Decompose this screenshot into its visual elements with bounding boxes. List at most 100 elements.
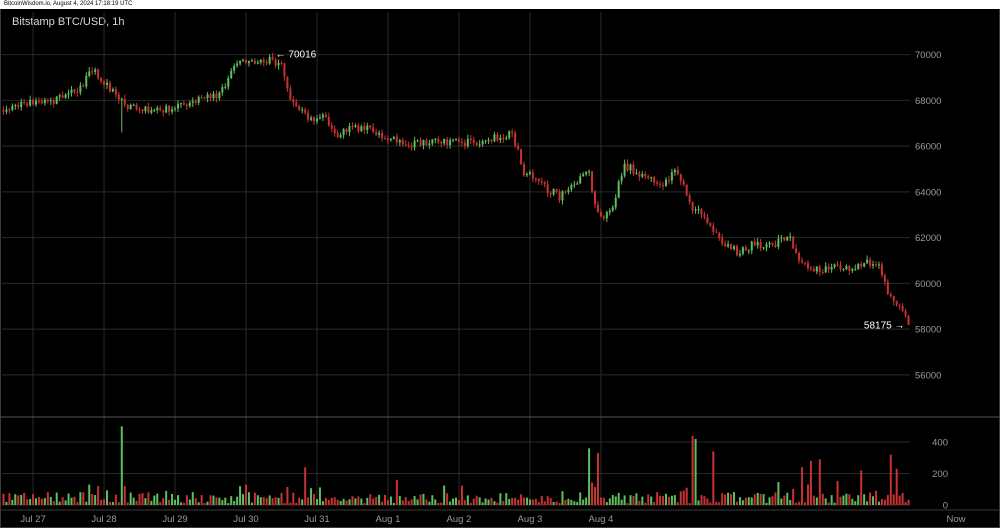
price-tick-label: 62000 [915, 233, 941, 244]
volume-bar [58, 501, 61, 505]
volume-bar [212, 495, 215, 505]
candle-body [520, 149, 523, 165]
candle-body [422, 140, 425, 146]
candle-body [307, 112, 310, 120]
candle-body [247, 61, 250, 64]
candle-body [114, 89, 117, 95]
volume-bar [632, 495, 635, 505]
candle-body [588, 171, 591, 173]
candle-body [162, 110, 165, 113]
volume-bar [721, 493, 724, 505]
volume-bar [567, 498, 570, 505]
volume-bar [679, 491, 682, 505]
volume-bar [505, 493, 508, 505]
volume-bar [555, 501, 558, 505]
volume-bar [821, 493, 824, 505]
candle-body [55, 96, 58, 104]
volume-bar [29, 498, 32, 505]
volume-bar [188, 499, 191, 505]
candle-body [591, 171, 594, 192]
candle-body [653, 177, 656, 183]
volume-bar [765, 502, 768, 505]
candle-body [741, 247, 744, 254]
candle-body [611, 207, 614, 211]
candle-body [446, 139, 449, 146]
candle-body [384, 138, 387, 140]
candle-body [733, 246, 736, 250]
candle-body [85, 75, 88, 87]
candle-body [64, 94, 67, 98]
candle-body [812, 268, 815, 272]
volume-bar [481, 502, 484, 505]
candle-body [457, 139, 460, 142]
volume-bar [561, 491, 564, 505]
volume-bar [91, 494, 94, 505]
candle-body [685, 184, 688, 196]
volume-bar [384, 494, 387, 505]
volume-bar [446, 493, 449, 505]
volume-bar [703, 496, 706, 505]
volume-bar [706, 498, 709, 505]
volume-bar [8, 493, 11, 505]
candle-body [514, 132, 517, 147]
candle-body [466, 138, 469, 146]
candle-body [354, 125, 357, 127]
candle-body [579, 176, 582, 184]
volume-bar [591, 482, 594, 505]
candle-body [94, 69, 97, 72]
volume-bar [23, 492, 26, 505]
volume-bar [777, 482, 780, 505]
candle-body [700, 209, 703, 215]
candle-body [455, 139, 457, 141]
price-tick-label: 66000 [915, 142, 941, 153]
volume-bar [608, 498, 611, 505]
time-tick-label: Aug 1 [376, 514, 401, 525]
volume-bar [386, 500, 389, 505]
candle-body [546, 184, 549, 193]
volume-bar [141, 493, 144, 505]
candle-body [585, 171, 588, 175]
volume-bar [333, 497, 336, 505]
price-tick-label: 56000 [915, 370, 941, 381]
candle-body [599, 211, 602, 217]
candle-body [431, 139, 434, 144]
candle-body [718, 232, 721, 238]
candle-body [103, 81, 106, 85]
volume-bar [401, 500, 404, 505]
volume-bar [564, 500, 567, 505]
volume-bar [389, 496, 392, 505]
candle-body [721, 237, 724, 244]
candle-body [174, 108, 177, 110]
candle-body [827, 266, 830, 270]
candle-body [26, 103, 29, 106]
volume-bar [860, 470, 863, 505]
volume-bar [789, 499, 792, 505]
candle-body [818, 266, 821, 272]
candle-body [11, 105, 14, 110]
volume-bar [286, 486, 289, 505]
candle-body [171, 109, 174, 112]
volume-bar [298, 497, 301, 505]
candle-body [493, 134, 496, 142]
candle-body [295, 102, 298, 107]
volume-bar [845, 493, 848, 505]
volume-bar [528, 499, 531, 505]
candle-body [774, 244, 777, 247]
volume-bar [64, 500, 67, 505]
volume-bar [274, 497, 277, 505]
candle-body [381, 133, 384, 139]
volume-bar [653, 502, 656, 505]
candle-body [895, 301, 898, 306]
candle-body [40, 101, 43, 103]
volume-bar [801, 467, 804, 505]
volume-bar [499, 493, 502, 505]
volume-bar [363, 503, 366, 505]
candle-body [336, 133, 339, 138]
volume-bar [496, 502, 499, 505]
volume-bar [866, 501, 869, 505]
volume-bar [342, 498, 345, 505]
volume-bar [372, 498, 375, 505]
volume-bar [602, 497, 605, 505]
volume-bar [762, 494, 765, 505]
candle-body [5, 109, 8, 112]
